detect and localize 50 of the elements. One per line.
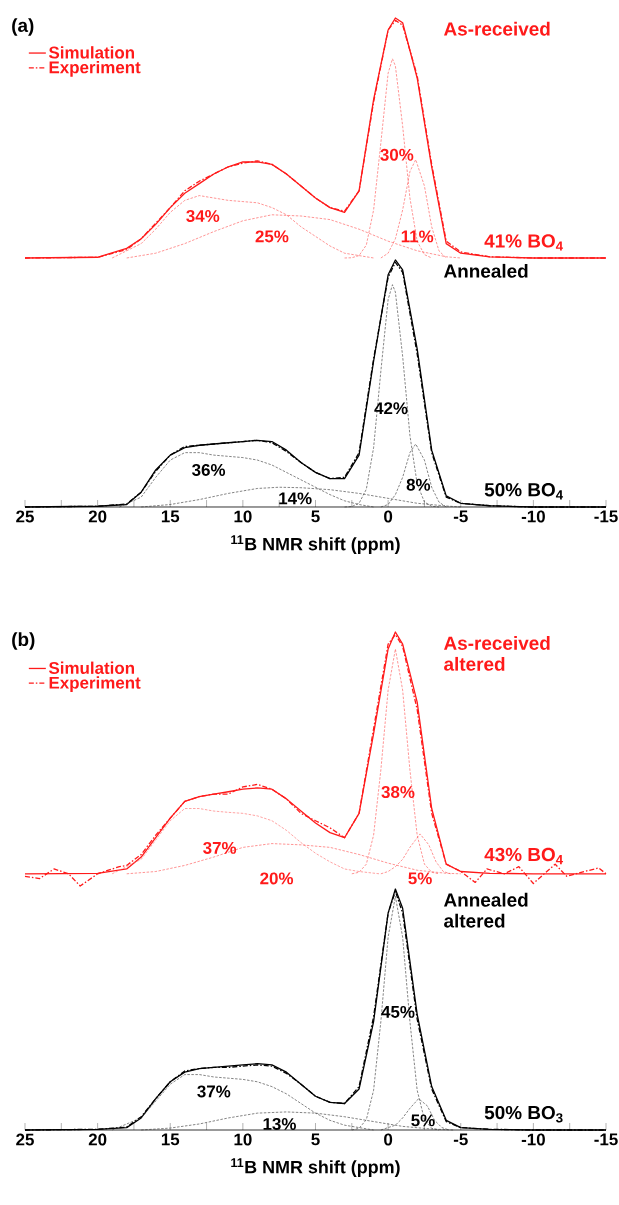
annotation: 36% (192, 463, 226, 476)
annotation: 41% BO$_{4}$ (484, 234, 564, 251)
x-tick-label: -5 (453, 510, 468, 523)
annotation: 30% (380, 148, 414, 161)
x-tick-label: -15 (594, 510, 618, 523)
legend-label: Experiment (49, 676, 141, 693)
annotation: 25% (255, 230, 289, 243)
x-tick-label: 5 (311, 510, 320, 523)
chart-title: (a) (12, 18, 34, 36)
x-tick-label: 10 (234, 1133, 252, 1146)
chart-subtitle: As-received (443, 21, 550, 36)
x-tick-label: -5 (453, 1133, 468, 1146)
annotation: 37% (203, 841, 237, 854)
annotation: 45% (381, 1005, 415, 1018)
x-tick-label: 0 (384, 510, 393, 523)
x-tick-label: 25 (16, 1133, 34, 1146)
annotation: 42% (374, 402, 408, 415)
x-tick-label: 0 (384, 1133, 393, 1146)
annotation: 34% (186, 209, 220, 222)
annotation: 50% BO$_{4}$ (484, 482, 564, 500)
chart-subtitle: Annealed (443, 263, 528, 278)
chart-title: (b) (12, 632, 35, 650)
x-axis-title: $^{11}$B NMR shift (ppm) (231, 535, 400, 554)
text: Annealed altered (443, 892, 528, 928)
legend-label: Experiment (49, 60, 141, 77)
annotation: 5% (408, 872, 432, 885)
text: As-received altered (443, 636, 550, 671)
x-tick-label: 15 (161, 1133, 180, 1146)
x-tick-label: -15 (594, 1133, 618, 1146)
annotation: 8% (406, 478, 431, 491)
x-tick-label: 5 (311, 1133, 320, 1146)
x-tick-label: 15 (161, 510, 180, 523)
annotation: 5% (411, 1114, 435, 1127)
x-tick-label: 10 (234, 510, 252, 523)
x-axis-title: $^{11}$B NMR shift (ppm) (231, 1158, 400, 1177)
annotation: 37% (197, 1085, 231, 1098)
x-tick-label: 20 (88, 1133, 107, 1146)
annotation: 20% (260, 872, 294, 885)
annotation: 13% (263, 1117, 296, 1130)
x-tick-label: 20 (88, 510, 107, 523)
annotation: 14% (279, 492, 312, 505)
x-tick-label: 25 (16, 510, 34, 523)
annotation: 50% BO$_{3}$ (484, 1105, 563, 1123)
legend-label: Simulation (48, 661, 135, 675)
annotation: 43% BO$_{4}$ (484, 847, 564, 865)
annotation: 38% (381, 786, 415, 799)
x-tick-label: -10 (521, 510, 545, 523)
x-tick-label: -10 (521, 1133, 545, 1146)
legend-label: Simulation (48, 46, 135, 59)
annotation: 11% (401, 230, 434, 243)
